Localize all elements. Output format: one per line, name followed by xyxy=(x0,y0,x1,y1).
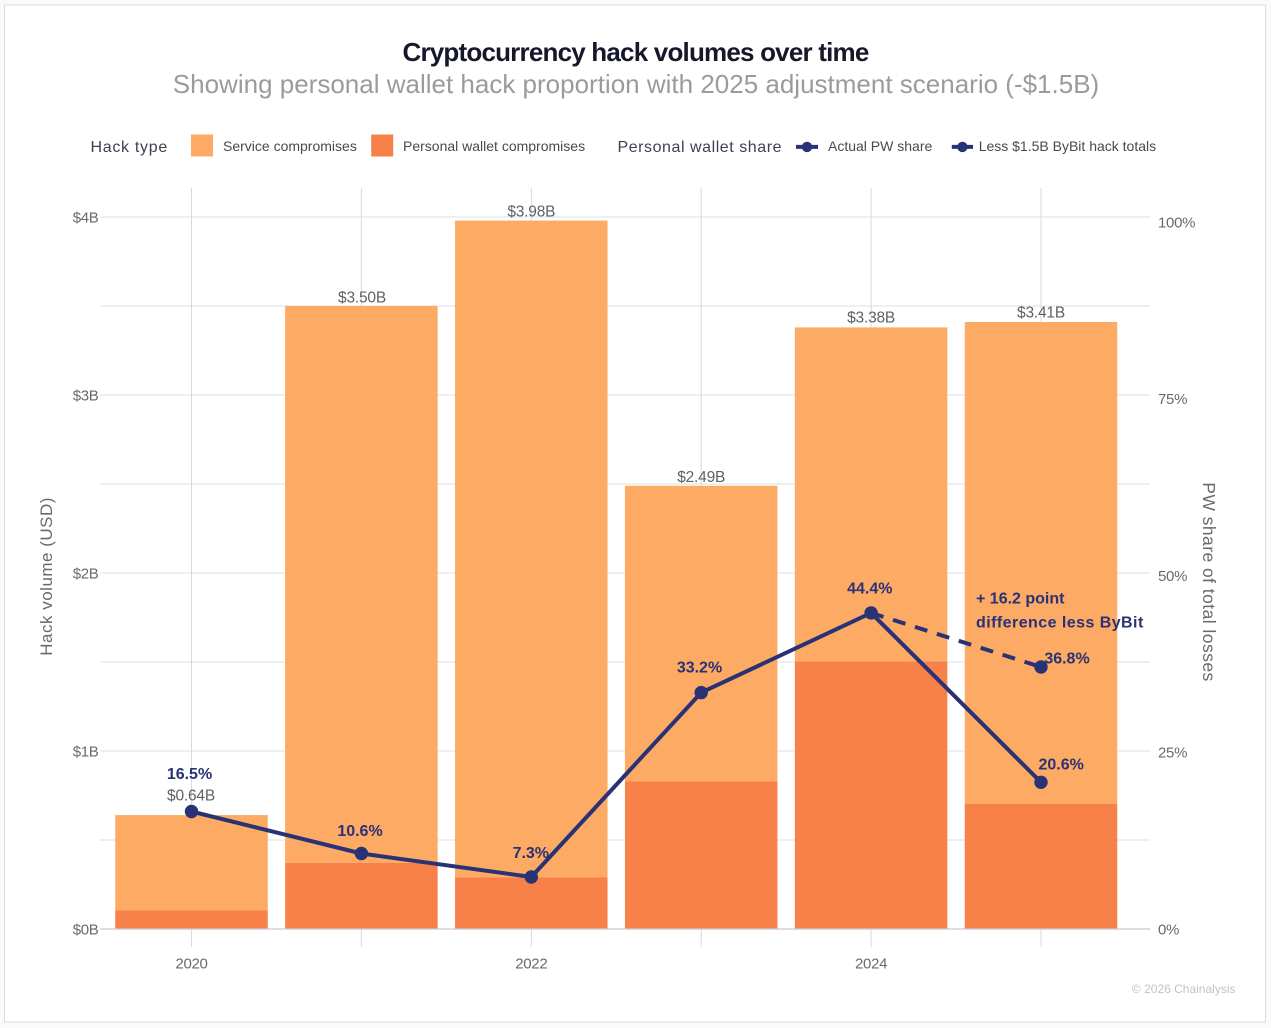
svg-text:$2B: $2B xyxy=(73,566,99,583)
svg-text:Cryptocurrency hack volumes ov: Cryptocurrency hack volumes over time xyxy=(402,37,868,67)
svg-text:75%: 75% xyxy=(1158,391,1187,408)
svg-text:$3.41B: $3.41B xyxy=(1017,305,1065,322)
svg-text:2022: 2022 xyxy=(515,956,547,973)
svg-text:+ 16.2 point: + 16.2 point xyxy=(976,591,1065,608)
svg-text:100%: 100% xyxy=(1158,215,1195,232)
svg-text:$3B: $3B xyxy=(73,388,99,405)
svg-text:$3.98B: $3.98B xyxy=(507,204,555,221)
svg-text:$1B: $1B xyxy=(73,744,99,761)
svg-text:44.4%: 44.4% xyxy=(847,581,892,598)
svg-text:Personal wallet share: Personal wallet share xyxy=(618,139,783,156)
svg-text:7.3%: 7.3% xyxy=(513,845,549,862)
svg-text:$3.50B: $3.50B xyxy=(338,290,386,307)
svg-text:2020: 2020 xyxy=(175,956,207,973)
svg-text:2024: 2024 xyxy=(855,956,887,973)
svg-text:PW share of total losses: PW share of total losses xyxy=(1199,482,1219,682)
svg-text:Hack volume (USD): Hack volume (USD) xyxy=(37,497,56,656)
svg-text:Service compromises: Service compromises xyxy=(223,138,357,154)
svg-text:$2.49B: $2.49B xyxy=(677,469,725,486)
svg-text:50%: 50% xyxy=(1158,568,1187,585)
svg-text:Showing personal wallet hack p: Showing personal wallet hack proportion … xyxy=(173,69,1099,99)
svg-text:0%: 0% xyxy=(1158,922,1179,939)
svg-text:difference less ByBit: difference less ByBit xyxy=(976,615,1144,632)
svg-text:$0.64B: $0.64B xyxy=(167,788,215,805)
svg-text:25%: 25% xyxy=(1158,745,1187,762)
svg-text:Actual PW share: Actual PW share xyxy=(828,138,932,154)
svg-text:10.6%: 10.6% xyxy=(337,823,382,840)
svg-text:33.2%: 33.2% xyxy=(677,659,722,676)
svg-text:Less $1.5B ByBit hack totals: Less $1.5B ByBit hack totals xyxy=(979,138,1156,154)
svg-text:16.5%: 16.5% xyxy=(167,766,212,783)
svg-text:$4B: $4B xyxy=(73,210,99,227)
svg-text:Personal wallet compromises: Personal wallet compromises xyxy=(403,138,585,154)
svg-text:© 2026 Chainalysis: © 2026 Chainalysis xyxy=(1132,982,1236,996)
svg-text:36.8%: 36.8% xyxy=(1044,650,1089,667)
svg-text:$0B: $0B xyxy=(73,922,99,939)
svg-text:20.6%: 20.6% xyxy=(1039,757,1084,774)
svg-text:Hack type: Hack type xyxy=(91,139,168,156)
svg-text:$3.38B: $3.38B xyxy=(847,310,895,327)
